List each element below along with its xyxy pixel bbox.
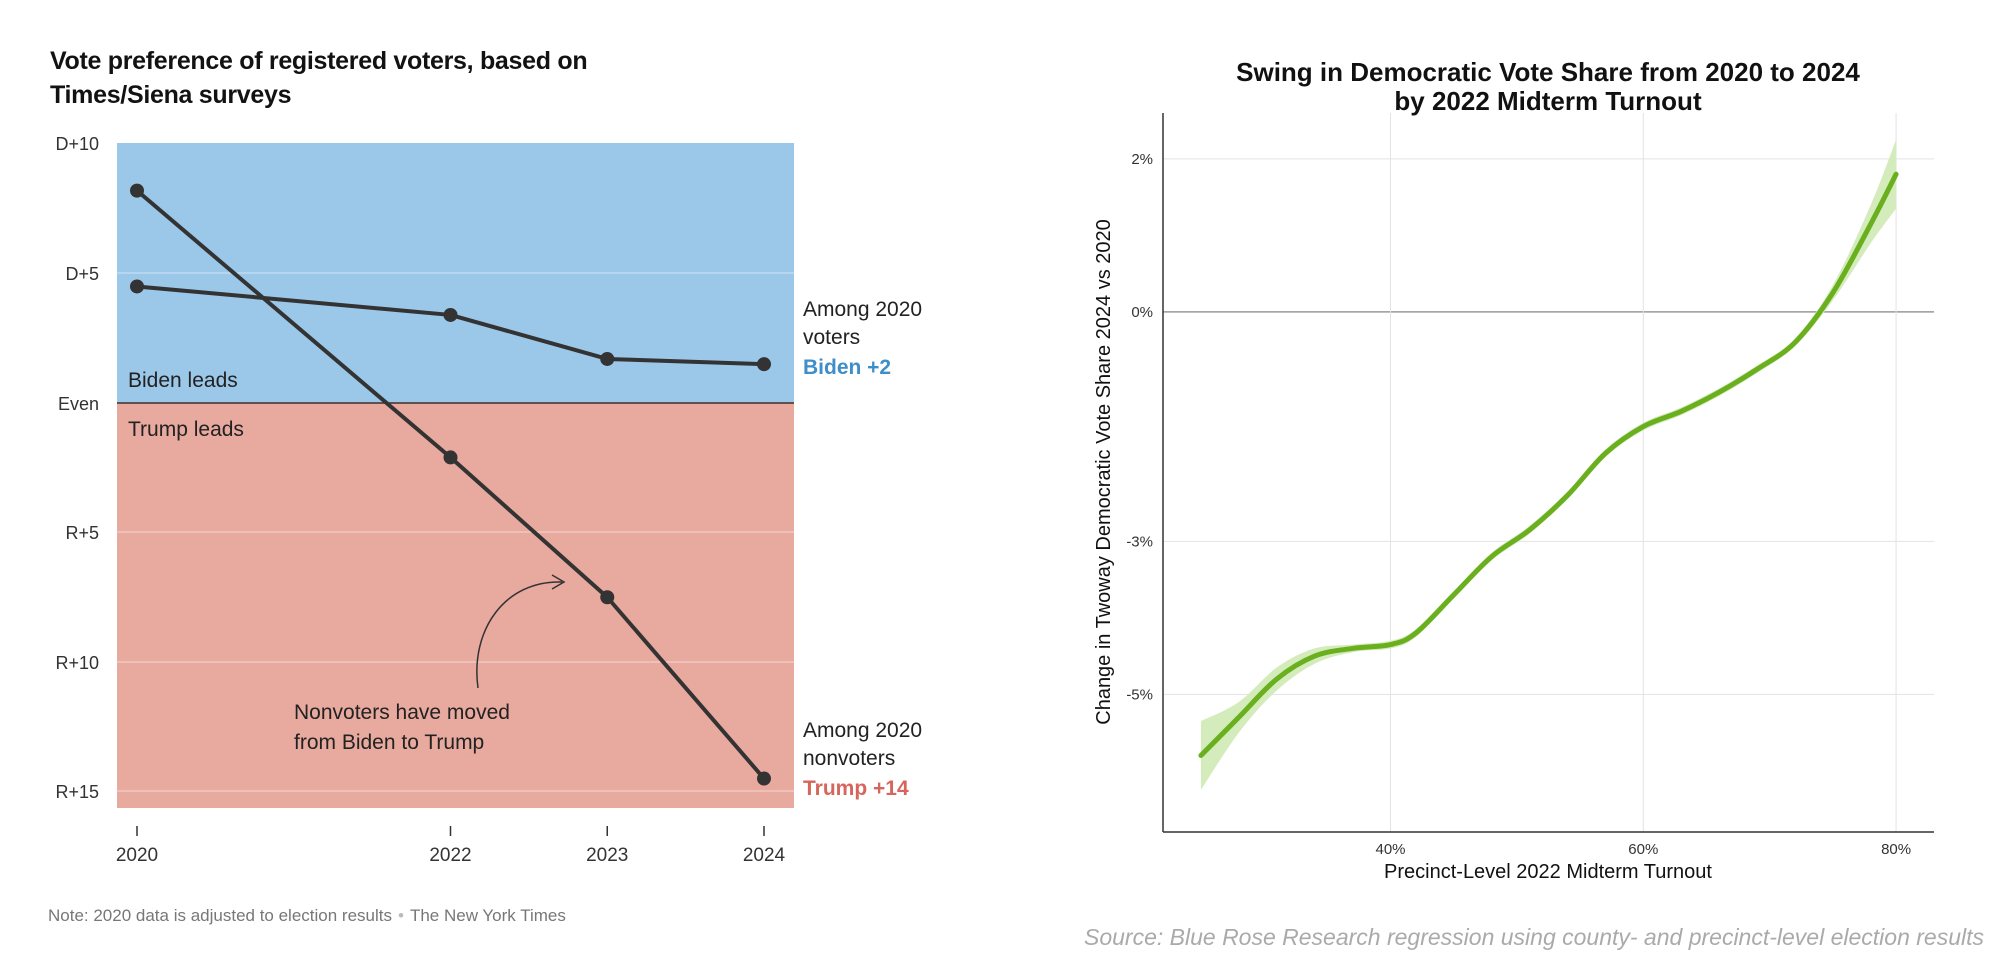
left-chart-title: Vote preference of registered voters, ba…	[50, 47, 588, 109]
x-tick-label: 2020	[116, 845, 158, 866]
y-tick-label: 2%	[1131, 151, 1153, 168]
right-y-axis-label-visible: Change in Twoway Democratic Vote Share 2…	[1093, 219, 1115, 725]
nonvoters-data-point	[757, 771, 771, 786]
x-tick-label: 2024	[743, 845, 786, 866]
x-tick-label: 40%	[1375, 841, 1405, 858]
left-chart-note: Note: 2020 data is adjusted to election …	[48, 906, 566, 926]
annotation-arrow	[476, 581, 563, 689]
nonvoters-label-line1: Among 2020	[803, 719, 922, 742]
x-tick-label: 2023	[586, 845, 628, 866]
y-tick-label: D+5	[65, 264, 99, 284]
voters-label-line1: Among 2020	[803, 298, 922, 321]
trump-leads-region	[117, 402, 794, 808]
annotation-arrowhead	[551, 574, 566, 590]
right-chart-panel: Swing in Democratic Vote Share from 2020…	[1000, 0, 2000, 971]
fit-line	[1198, 171, 1899, 759]
x-tick-label: 2022	[429, 845, 471, 866]
nonvoters-data-point	[600, 590, 615, 605]
note-text: Note: 2020 data is adjusted to election …	[48, 906, 392, 925]
credit-text: The New York Times	[409, 906, 566, 925]
confidence-band-layer	[1200, 139, 1897, 790]
region-label-biden: Biden leads	[128, 369, 238, 392]
left-series-layer	[130, 183, 771, 786]
y-tick-label: R+15	[55, 782, 99, 802]
y-tick-label: Even	[58, 394, 99, 414]
voters-label-value: Biden +2	[803, 356, 891, 379]
source-note: Source: Blue Rose Research regression us…	[1083, 924, 1984, 950]
nonvoters-series-line	[135, 189, 766, 780]
voters-data-point	[130, 279, 144, 294]
confidence-band	[1200, 139, 1897, 790]
right-chart-plot: Swing in Democratic Vote Share from 2020…	[1093, 57, 1934, 883]
nonvoters-data-point	[443, 450, 458, 465]
right-x-axis-label: Precinct-Level 2022 Midterm Turnout	[1384, 861, 1712, 883]
y-tick-label: R+10	[55, 653, 99, 673]
voters-data-point	[757, 357, 771, 372]
annotation-line2: from Biden to Trump	[294, 731, 484, 754]
left-x-axis: 2020 2022 2023 2024	[116, 826, 786, 866]
y-tick-label: -3%	[1126, 533, 1153, 550]
x-tick-label: 60%	[1628, 841, 1658, 858]
left-chart-panel: Vote preference of registered voters, ba…	[48, 47, 922, 926]
right-gridlines	[1163, 113, 1934, 832]
region-label-trump: Trump leads	[128, 418, 244, 441]
nonvoters-data-point	[130, 183, 144, 198]
voters-data-point	[443, 307, 458, 322]
voters-label-line2: voters	[803, 326, 860, 349]
y-tick-label: R+5	[65, 523, 99, 543]
voters-series-line	[136, 284, 765, 367]
right-tick-labels: 2% 0% -3% -5% 40% 60% 80%	[1126, 151, 1911, 858]
fit-line-layer	[1198, 171, 1899, 759]
annotation-line1: Nonvoters have moved	[294, 701, 510, 724]
right-chart-title-line1: Swing in Democratic Vote Share from 2020…	[1236, 57, 1860, 87]
y-tick-label: -5%	[1126, 686, 1153, 703]
nonvoters-label-line2: nonvoters	[803, 747, 895, 770]
y-tick-label: D+10	[55, 134, 99, 154]
x-tick-label: 80%	[1881, 841, 1911, 858]
y-tick-label: 0%	[1131, 304, 1153, 321]
right-chart-title-line2: by 2022 Midterm Turnout	[1394, 86, 1702, 116]
left-chart-plot: D+10 D+5 Even R+5 R+10 R+15 Biden leads …	[55, 134, 922, 866]
voters-data-point	[600, 351, 615, 366]
separator-dot: •	[398, 906, 404, 925]
nonvoters-label-value: Trump +14	[803, 777, 909, 800]
